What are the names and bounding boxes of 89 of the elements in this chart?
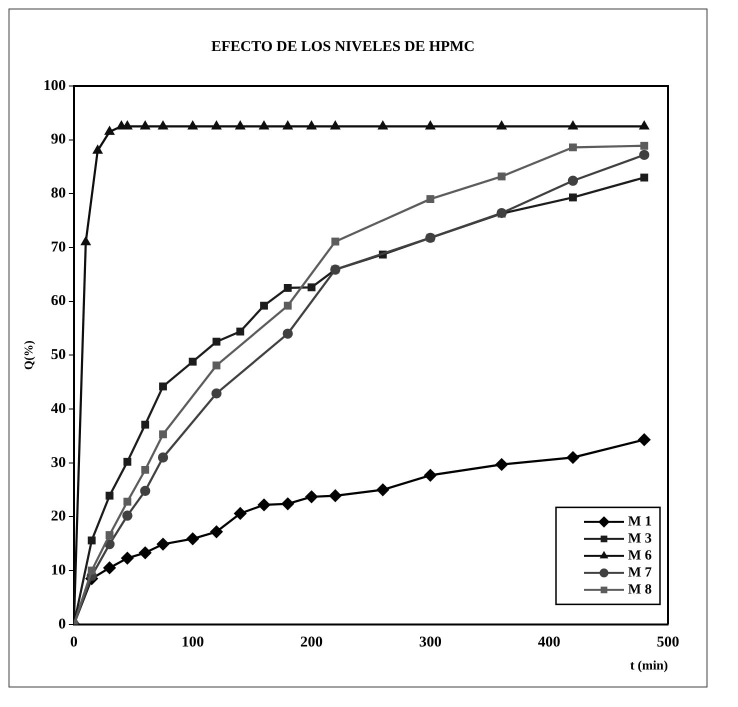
point (566, 451, 580, 464)
point (329, 490, 342, 502)
y-tick-label: 10 (50, 562, 66, 578)
point (258, 498, 270, 511)
point (308, 283, 316, 292)
point (188, 121, 198, 130)
legend-label: M 7 (628, 566, 652, 581)
point (376, 484, 389, 496)
point (305, 490, 318, 503)
x-tick-label: 100 (181, 634, 204, 650)
chart-title: EFECTO DE LOS NIVELES DE HPMC (211, 38, 475, 55)
point (259, 121, 269, 130)
point (212, 121, 222, 130)
point (212, 338, 220, 346)
point (378, 121, 388, 130)
point (81, 237, 90, 246)
point (282, 328, 293, 339)
point (424, 469, 436, 482)
point (260, 302, 268, 310)
legend-label: M 1 (628, 514, 652, 530)
point (210, 526, 223, 538)
point (284, 284, 292, 292)
y-tick-label: 90 (50, 132, 66, 148)
point (498, 172, 506, 180)
point (640, 121, 649, 130)
y-tick-label: 60 (50, 293, 66, 310)
point (140, 121, 150, 130)
x-tick-label: 200 (300, 634, 323, 650)
x-tick-label: 300 (419, 634, 442, 650)
point (283, 121, 292, 130)
point (88, 536, 96, 544)
point (122, 510, 132, 521)
point (88, 566, 96, 574)
y-tick-label: 20 (50, 508, 66, 525)
point (121, 552, 134, 564)
point (211, 388, 222, 399)
legend-label: M 8 (628, 582, 652, 598)
point (141, 466, 150, 474)
point (139, 546, 152, 559)
point (640, 142, 648, 150)
point (568, 176, 578, 186)
point (141, 420, 150, 429)
point (234, 507, 246, 520)
point (123, 498, 132, 506)
y-axis-title: Q(%) (21, 340, 36, 370)
point (103, 562, 116, 574)
legend-label: M 6 (628, 548, 652, 564)
point (106, 492, 114, 500)
point (140, 486, 150, 496)
point (158, 121, 168, 130)
point (158, 452, 168, 463)
y-tick-label: 80 (50, 186, 66, 202)
point (569, 143, 577, 152)
point (426, 121, 435, 130)
point (331, 238, 340, 246)
point (188, 358, 197, 366)
x-tick-label: 400 (538, 634, 560, 650)
legend-label: M 3 (628, 532, 652, 547)
point (156, 538, 170, 550)
point (640, 174, 648, 182)
point (123, 458, 132, 466)
point (159, 382, 167, 390)
y-tick-label: 0 (58, 616, 66, 632)
point (426, 195, 434, 203)
y-tick-label: 50 (50, 347, 66, 364)
point (306, 121, 316, 130)
point (159, 430, 167, 438)
y-tick-label: 70 (50, 239, 66, 256)
point (639, 150, 650, 160)
point (104, 126, 114, 135)
point (212, 362, 220, 370)
point (186, 532, 199, 545)
x-tick-label: 0 (70, 634, 78, 650)
x-tick-label: 500 (656, 634, 680, 650)
point (568, 121, 578, 130)
point (330, 121, 340, 130)
point (282, 498, 294, 510)
x-axis-title: t (min) (630, 658, 668, 673)
point (284, 302, 292, 310)
y-tick-label: 40 (50, 400, 66, 417)
point (497, 121, 506, 130)
point (638, 434, 650, 446)
point (569, 194, 577, 202)
point (236, 121, 245, 130)
y-tick-label: 30 (50, 454, 66, 471)
point (106, 531, 114, 539)
point (236, 328, 244, 336)
y-tick-label: 100 (43, 78, 66, 94)
point (496, 458, 508, 471)
